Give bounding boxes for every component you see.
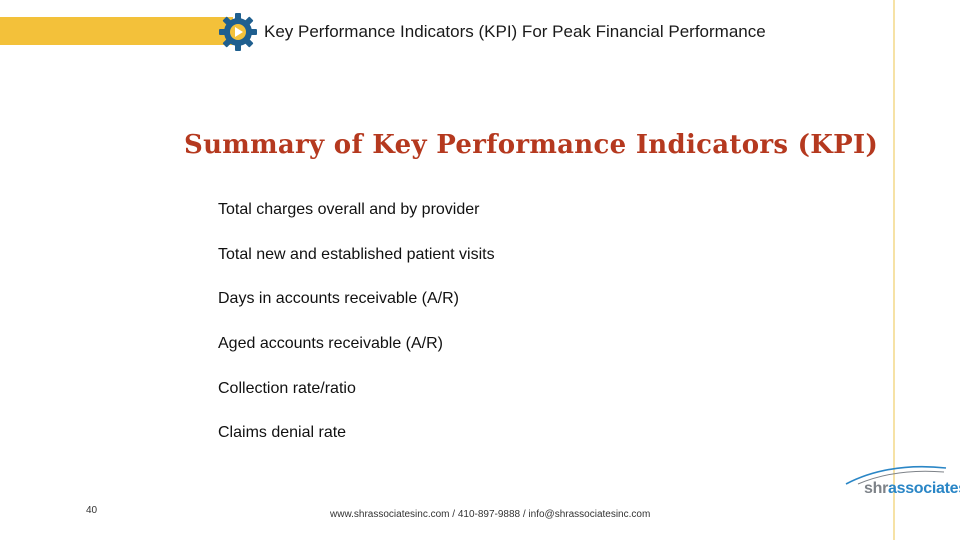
right-divider-line: [893, 0, 895, 540]
kpi-list: Total charges overall and by provider To…: [218, 200, 495, 468]
header-accent-bar: [0, 17, 233, 45]
footer-contact: www.shrassociatesinc.com / 410-897-9888 …: [330, 509, 651, 520]
logo-suffix: associates: [888, 480, 960, 497]
kpi-item-aged-ar: Aged accounts receivable (A/R): [218, 335, 443, 353]
company-logo: shrassociates: [838, 462, 960, 512]
kpi-item-total-charges: Total charges overall and by provider: [218, 201, 480, 218]
kpi-item-patient-visits: Total new and established patient visits: [218, 245, 495, 263]
kpi-item-days-in-ar: Days in accounts receivable (A/R): [218, 290, 459, 308]
logo-prefix: shr: [864, 480, 888, 497]
kpi-item-collection-rate: Collection rate/ratio: [218, 379, 356, 397]
logo-swoosh-icon: [845, 465, 947, 485]
page-number: 40: [86, 505, 98, 516]
gear-icon: [219, 13, 257, 51]
slide-title: Summary of Key Performance Indicators (K…: [184, 130, 879, 160]
kpi-item-claims-denial: Claims denial rate: [218, 424, 347, 442]
header-title: Key Performance Indicators (KPI) For Pea…: [264, 22, 766, 41]
